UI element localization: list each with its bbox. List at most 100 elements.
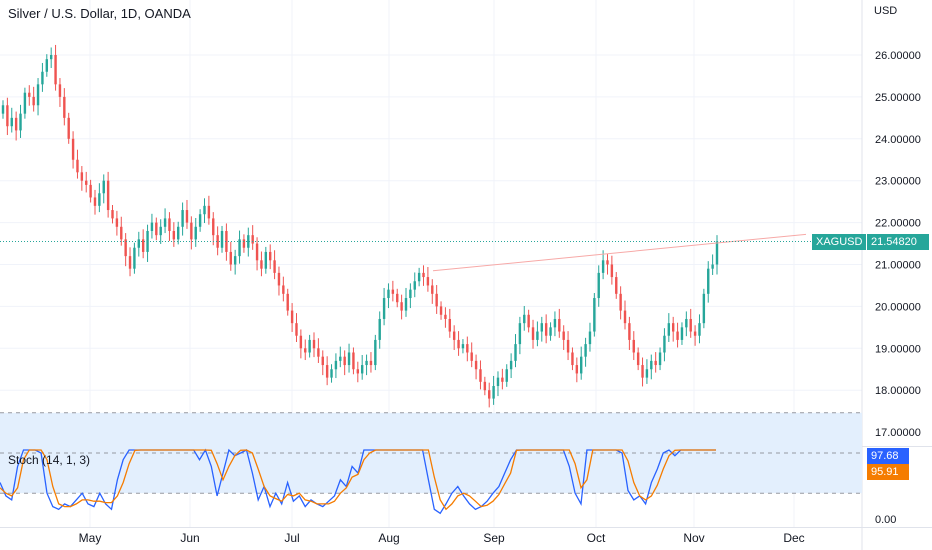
candle-body bbox=[452, 331, 456, 340]
candle-body bbox=[597, 272, 600, 299]
candle-body bbox=[601, 260, 605, 273]
candle-body bbox=[562, 331, 565, 340]
candle-body bbox=[89, 184, 92, 198]
candle-body bbox=[645, 369, 649, 378]
candle-body bbox=[120, 226, 123, 240]
candle-body bbox=[667, 323, 671, 336]
time-axis-tick-label: Jul bbox=[284, 531, 299, 545]
candle-body bbox=[575, 365, 579, 374]
candle-body bbox=[448, 318, 452, 332]
candle-body bbox=[185, 210, 189, 223]
stoch-k-value-tag: 97.68 bbox=[867, 448, 909, 464]
candle-body bbox=[45, 59, 49, 72]
candle-body bbox=[479, 369, 482, 382]
candle-body bbox=[711, 264, 714, 269]
candle-body bbox=[619, 293, 622, 311]
candle-body bbox=[124, 239, 127, 257]
candle-body bbox=[93, 197, 97, 206]
candle-body bbox=[632, 339, 635, 353]
chart-title: Silver / U.S. Dollar, 1D, OANDA bbox=[8, 6, 191, 21]
candle-body bbox=[286, 293, 289, 311]
candle-body bbox=[220, 230, 224, 248]
candle-body bbox=[304, 348, 307, 353]
candle-body bbox=[409, 289, 412, 299]
candle-body bbox=[492, 386, 495, 399]
price-axis-tick-label: 25.00000 bbox=[875, 92, 921, 104]
candle-body bbox=[207, 205, 211, 219]
candle-body bbox=[698, 323, 701, 336]
candle-body bbox=[531, 327, 535, 340]
candle-body bbox=[168, 218, 171, 231]
stoch-axis-tick-label: 0.00 bbox=[875, 514, 896, 526]
candle-body bbox=[251, 235, 254, 244]
candle-body bbox=[365, 360, 368, 366]
candle-body bbox=[715, 241, 719, 265]
candle-body bbox=[1, 105, 5, 114]
candle-body bbox=[518, 323, 522, 345]
candle-body bbox=[663, 335, 666, 353]
candle-body bbox=[588, 331, 592, 345]
candle-body bbox=[111, 210, 114, 219]
candle-body bbox=[23, 92, 27, 114]
candle-body bbox=[658, 352, 662, 366]
candle-body bbox=[198, 214, 202, 227]
candle-body bbox=[295, 323, 298, 336]
candle-body bbox=[676, 331, 679, 340]
candle-body bbox=[628, 323, 631, 340]
candle-body bbox=[141, 239, 145, 252]
time-axis-tick-label: May bbox=[79, 531, 102, 545]
candle-body bbox=[163, 218, 167, 227]
candle-body bbox=[431, 285, 434, 294]
candle-body bbox=[268, 251, 272, 261]
candle-body bbox=[71, 138, 75, 160]
candle-body bbox=[553, 318, 557, 328]
candle-body bbox=[396, 293, 399, 303]
candle-body bbox=[172, 230, 176, 240]
candle-body bbox=[707, 268, 710, 294]
time-axis-tick-label: Aug bbox=[378, 531, 399, 545]
candle-body bbox=[501, 377, 504, 382]
candle-body bbox=[593, 298, 596, 332]
candle-body bbox=[387, 289, 390, 299]
resistance-trendline bbox=[432, 233, 807, 272]
candle-body bbox=[181, 210, 184, 227]
candle-body bbox=[308, 339, 311, 353]
candle-body bbox=[339, 356, 342, 361]
candle-body bbox=[422, 272, 425, 278]
candle-body bbox=[702, 293, 706, 324]
candle-body bbox=[580, 356, 583, 374]
candle-body bbox=[194, 226, 197, 240]
candle-body bbox=[426, 277, 430, 286]
candle-body bbox=[689, 318, 692, 332]
candle-body bbox=[623, 310, 627, 324]
candle-body bbox=[36, 84, 40, 106]
candle-body bbox=[19, 113, 22, 131]
candle-body bbox=[343, 356, 346, 366]
candle-body bbox=[540, 323, 543, 332]
candle-body bbox=[636, 352, 640, 366]
price-axis-tick-label: 21.00000 bbox=[875, 260, 921, 272]
candle-body bbox=[137, 239, 140, 248]
candle-body bbox=[225, 230, 228, 252]
candle-body bbox=[610, 264, 614, 278]
candle-body bbox=[41, 71, 44, 85]
candle-body bbox=[558, 318, 561, 332]
candle-body bbox=[133, 247, 136, 269]
candle-body bbox=[566, 339, 570, 353]
candle-body bbox=[155, 222, 158, 236]
candle-body bbox=[378, 318, 381, 340]
candle-body bbox=[98, 193, 101, 206]
price-axis-tick-label: 22.00000 bbox=[875, 218, 921, 230]
time-axis-tick-label: Oct bbox=[587, 531, 606, 545]
candle-body bbox=[63, 96, 66, 118]
candle-body bbox=[299, 335, 303, 349]
candle-body bbox=[282, 285, 285, 294]
time-axis-tick-label: Sep bbox=[483, 531, 505, 545]
stochastic-indicator-title[interactable]: Stoch (14, 1, 3) bbox=[8, 453, 91, 467]
candle-body bbox=[76, 159, 79, 173]
candle-body bbox=[247, 235, 250, 248]
candle-body bbox=[356, 369, 360, 374]
price-axis-tick-label: 19.00000 bbox=[875, 343, 921, 355]
time-axis-tick-label: Nov bbox=[683, 531, 704, 545]
